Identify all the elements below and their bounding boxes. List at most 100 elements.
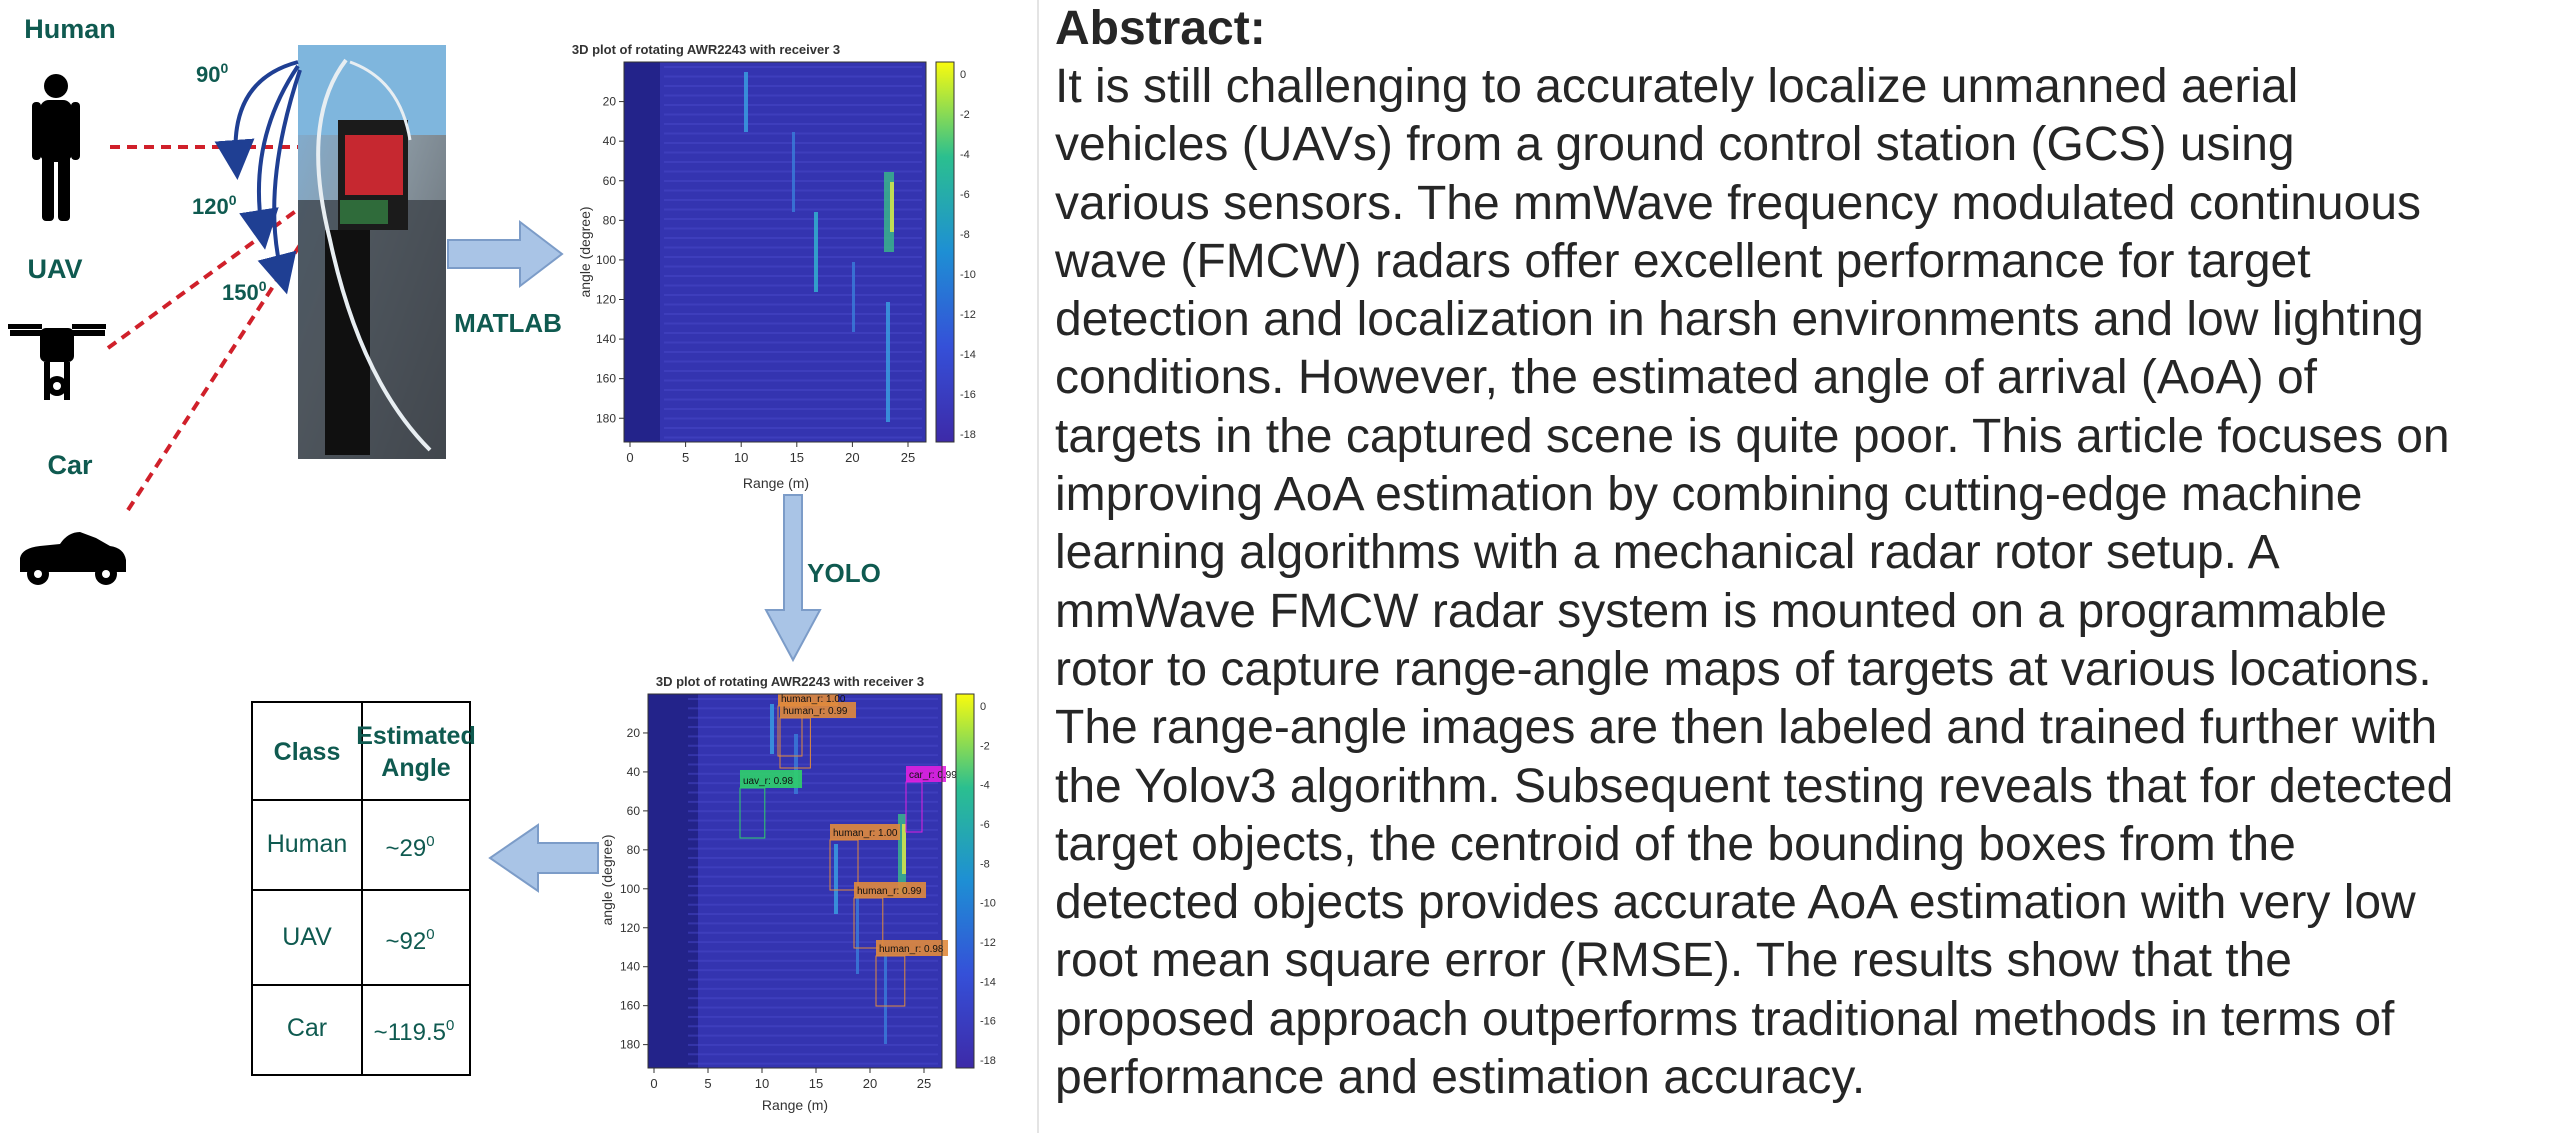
- x-tick-label: 15: [809, 1076, 823, 1091]
- table-cell-angle-uav: ~920: [385, 926, 434, 955]
- signal-streak: [884, 172, 894, 252]
- rotation-arrows: [214, 60, 302, 295]
- abstract-line: learning algorithms with a mechanical ra…: [1055, 526, 2280, 580]
- colorbar-tick-label: -10: [960, 269, 976, 281]
- y-tick-label: 140: [620, 960, 640, 974]
- abstract-line: improving AoA estimation by combining cu…: [1055, 468, 2363, 522]
- signal-streak: [794, 734, 798, 794]
- signal-streak: [834, 844, 838, 914]
- yolo-arrow: [764, 494, 822, 663]
- y-tick-label: 120: [596, 293, 616, 307]
- colorbar-tick-label: -18: [980, 1055, 996, 1067]
- detection-label-box: [830, 824, 900, 840]
- table-cell-class-car: Car: [287, 1014, 327, 1042]
- abstract-line: rotor to capture range-angle maps of tar…: [1055, 642, 2432, 696]
- colorbar-tick-label: -8: [980, 858, 990, 870]
- colorbar-tick-label: -14: [960, 349, 976, 361]
- human-icon: [32, 74, 80, 221]
- detection-label: uav_r: 0.98: [743, 776, 793, 787]
- colorbar-tick-label: -16: [980, 1016, 996, 1028]
- radar-setup-photo: [298, 45, 446, 459]
- y-tick-label: 160: [620, 999, 640, 1013]
- colorbar-tick-label: -12: [980, 937, 996, 949]
- detection-label-box: [854, 882, 926, 898]
- results-table: Class Estimated Angle Human ~290 UAV ~92…: [251, 701, 476, 1076]
- uav-icon: [8, 324, 106, 400]
- detection-label: car_r: 0.99: [909, 770, 957, 781]
- signal-streak: [770, 704, 774, 754]
- abstract-line: various sensors. The mmWave frequency mo…: [1055, 176, 2422, 230]
- abstract-line: wave (FMCW) radars offer excellent perfo…: [1055, 234, 2311, 288]
- detection-label-box: [906, 766, 946, 782]
- abstract-section: Abstract: It is still challenging to acc…: [1055, 0, 2545, 1133]
- signal-streak: [886, 302, 890, 422]
- abstract-body: It is still challenging to accurately lo…: [1055, 58, 2545, 1107]
- y-tick-label: 100: [596, 253, 616, 267]
- x-tick-label: 5: [682, 450, 689, 465]
- x-tick-label: 5: [704, 1076, 711, 1091]
- colorbar-tick-label: 0: [980, 701, 986, 713]
- table-cell-angle-human: ~290: [385, 833, 434, 862]
- y-tick-label: 20: [603, 95, 617, 109]
- detection-label: human_r: 0.99: [783, 706, 848, 717]
- top-range-angle-plot: 3D plot of rotating AWR2243 with receive…: [572, 42, 976, 491]
- bottom-plot-title: 3D plot of rotating AWR2243 with receive…: [656, 674, 924, 689]
- x-tick-label: 25: [917, 1076, 931, 1091]
- colorbar-tick-label: -14: [980, 976, 996, 988]
- signal-streak: [856, 894, 859, 974]
- figure-panel: Human UAV Car: [0, 0, 1040, 1133]
- table-cell-class-uav: UAV: [282, 923, 332, 951]
- top-plot-xlabel: Range (m): [743, 475, 809, 491]
- x-tick-label: 25: [901, 450, 915, 465]
- y-tick-label: 180: [596, 411, 616, 425]
- abstract-line: detection and localization in harsh envi…: [1055, 293, 2424, 347]
- x-tick-label: 10: [734, 450, 748, 465]
- signal-streak: [814, 212, 818, 292]
- abstract-line: The range-angle images are then labeled …: [1055, 701, 2438, 755]
- uav-label: UAV: [27, 254, 82, 284]
- colorbar-tick-label: -6: [960, 189, 970, 201]
- x-tick-label: 20: [845, 450, 859, 465]
- abstract-line: target objects, the centroid of the boun…: [1055, 817, 2296, 871]
- y-tick-label: 80: [627, 843, 641, 857]
- abstract-line: performance and estimation accuracy.: [1055, 1051, 1866, 1105]
- y-tick-label: 120: [620, 921, 640, 935]
- x-tick-label: 10: [755, 1076, 769, 1091]
- abstract-line: conditions. However, the estimated angle…: [1055, 351, 2317, 405]
- detection-label: human_r: 0.98: [879, 944, 944, 955]
- detection-bbox: [829, 839, 859, 891]
- table-cell-class-human: Human: [267, 830, 348, 858]
- y-tick-label: 100: [620, 882, 640, 896]
- x-tick-label: 15: [790, 450, 804, 465]
- detection-label: human_r: 1.00: [833, 828, 898, 839]
- y-tick-label: 60: [603, 174, 617, 188]
- abstract-line: targets in the captured scene is quite p…: [1055, 409, 2450, 463]
- signal-streak: [890, 182, 894, 232]
- colorbar-tick-label: -2: [960, 109, 970, 121]
- result-arrow: [488, 823, 599, 893]
- colorbar-tick-label: -6: [980, 819, 990, 831]
- colorbar-tick-label: -18: [960, 429, 976, 441]
- abstract-heading: Abstract:: [1055, 2, 1266, 55]
- colorbar-tick-label: -4: [960, 149, 970, 161]
- bottom-plot-ylabel: angle (degree): [599, 834, 615, 925]
- human-label: Human: [24, 14, 116, 44]
- detection-bbox: [905, 781, 923, 833]
- y-tick-label: 80: [603, 213, 617, 227]
- detection-label-box: [778, 694, 838, 706]
- car-icon: [20, 532, 126, 585]
- abstract-line: proposed approach outperforms traditiona…: [1055, 992, 2395, 1046]
- top-plot-ylabel: angle (degree): [577, 206, 593, 297]
- colorbar-tick-label: -2: [980, 740, 990, 752]
- abstract-line: the Yolov3 algorithm. Subsequent testing…: [1055, 759, 2454, 813]
- y-tick-label: 180: [620, 1038, 640, 1052]
- colorbar-tick-label: -8: [960, 229, 970, 241]
- detection-bbox: [853, 897, 884, 949]
- detection-bbox: [739, 787, 766, 839]
- abstract-line: mmWave FMCW radar system is mounted on a…: [1055, 584, 2387, 638]
- signal-streak: [744, 72, 748, 132]
- signal-streak: [852, 262, 855, 332]
- colorbar-tick-label: -4: [980, 780, 990, 792]
- detection-label-box: [876, 940, 948, 956]
- table-header-class: Class: [274, 738, 341, 766]
